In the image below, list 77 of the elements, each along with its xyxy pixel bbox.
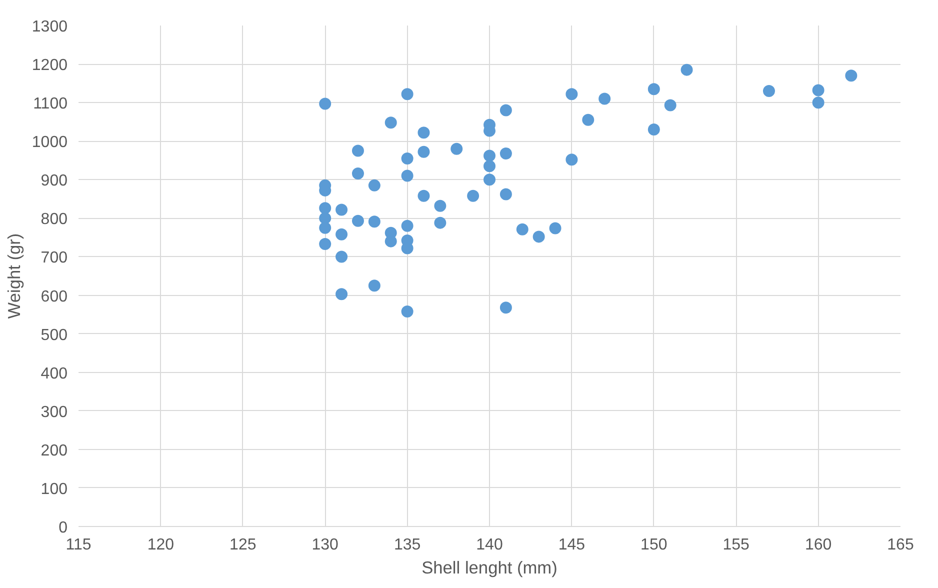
- x-tick-label: 115: [66, 536, 92, 554]
- point: [401, 220, 414, 232]
- point: [484, 160, 496, 172]
- point: [336, 228, 348, 240]
- point: [401, 152, 414, 164]
- point: [664, 99, 676, 112]
- y-tick-label: 300: [40, 404, 68, 421]
- point: [352, 168, 364, 180]
- x-tick-label: 130: [312, 536, 339, 554]
- point: [418, 146, 430, 158]
- point: [450, 142, 463, 155]
- y-tick-label: 800: [40, 211, 68, 228]
- point: [484, 150, 496, 162]
- point: [500, 104, 512, 116]
- y-tick-label: 700: [40, 250, 68, 267]
- point: [352, 144, 364, 157]
- x-tick-label: 125: [230, 536, 256, 554]
- x-tick-label: 140: [476, 536, 503, 554]
- point: [680, 64, 693, 76]
- point: [500, 302, 512, 314]
- point: [598, 92, 611, 105]
- point: [516, 223, 528, 236]
- point: [500, 147, 512, 160]
- point: [336, 250, 348, 263]
- point: [319, 212, 332, 224]
- y-tick-label: 200: [40, 442, 68, 460]
- x-tick-label: 165: [887, 536, 914, 554]
- y-tick-label: 900: [40, 172, 68, 190]
- point: [401, 88, 414, 100]
- point: [434, 216, 446, 229]
- point: [401, 305, 414, 318]
- point: [549, 222, 562, 234]
- point: [812, 96, 824, 109]
- y-tick-label: 1200: [32, 57, 68, 74]
- x-tick-label: 145: [558, 536, 586, 554]
- point: [418, 126, 430, 139]
- y-tick-label: 0: [58, 520, 68, 536]
- point: [401, 170, 414, 182]
- point: [319, 222, 332, 234]
- y-tick-label: 1300: [32, 18, 68, 36]
- point: [434, 200, 446, 212]
- point: [582, 114, 594, 126]
- x-axis-title: Shell lenght (mm): [422, 558, 558, 578]
- point: [368, 179, 380, 192]
- point: [368, 216, 380, 228]
- point: [532, 230, 545, 243]
- y-tick-label: 100: [40, 480, 68, 498]
- x-tick-label: 160: [804, 536, 832, 554]
- x-tick-label: 155: [722, 536, 750, 554]
- point: [336, 204, 348, 216]
- point: [319, 202, 332, 214]
- x-tick-label: 120: [147, 536, 174, 554]
- point: [484, 174, 496, 186]
- y-tick-label: 500: [40, 326, 68, 344]
- point: [566, 154, 578, 166]
- point: [418, 190, 430, 202]
- point: [467, 190, 480, 202]
- point: [762, 85, 775, 98]
- point: [648, 83, 660, 96]
- x-tick-label: 150: [640, 536, 668, 554]
- y-tick-label: 1100: [33, 96, 68, 113]
- point: [500, 188, 512, 200]
- point: [319, 238, 332, 250]
- y-axis-title: Weight (gr): [4, 233, 24, 319]
- point: [336, 288, 348, 300]
- y-tick-label: 400: [40, 365, 68, 382]
- point: [319, 98, 332, 110]
- y-tick-label: 600: [40, 288, 68, 306]
- point: [812, 84, 824, 96]
- point: [352, 214, 364, 227]
- point: [368, 280, 380, 292]
- point: [566, 88, 578, 100]
- y-tick-label: 1000: [32, 134, 68, 152]
- point: [384, 116, 397, 129]
- x-tick-label: 135: [394, 536, 421, 554]
- point: [845, 70, 858, 82]
- point: [648, 124, 660, 136]
